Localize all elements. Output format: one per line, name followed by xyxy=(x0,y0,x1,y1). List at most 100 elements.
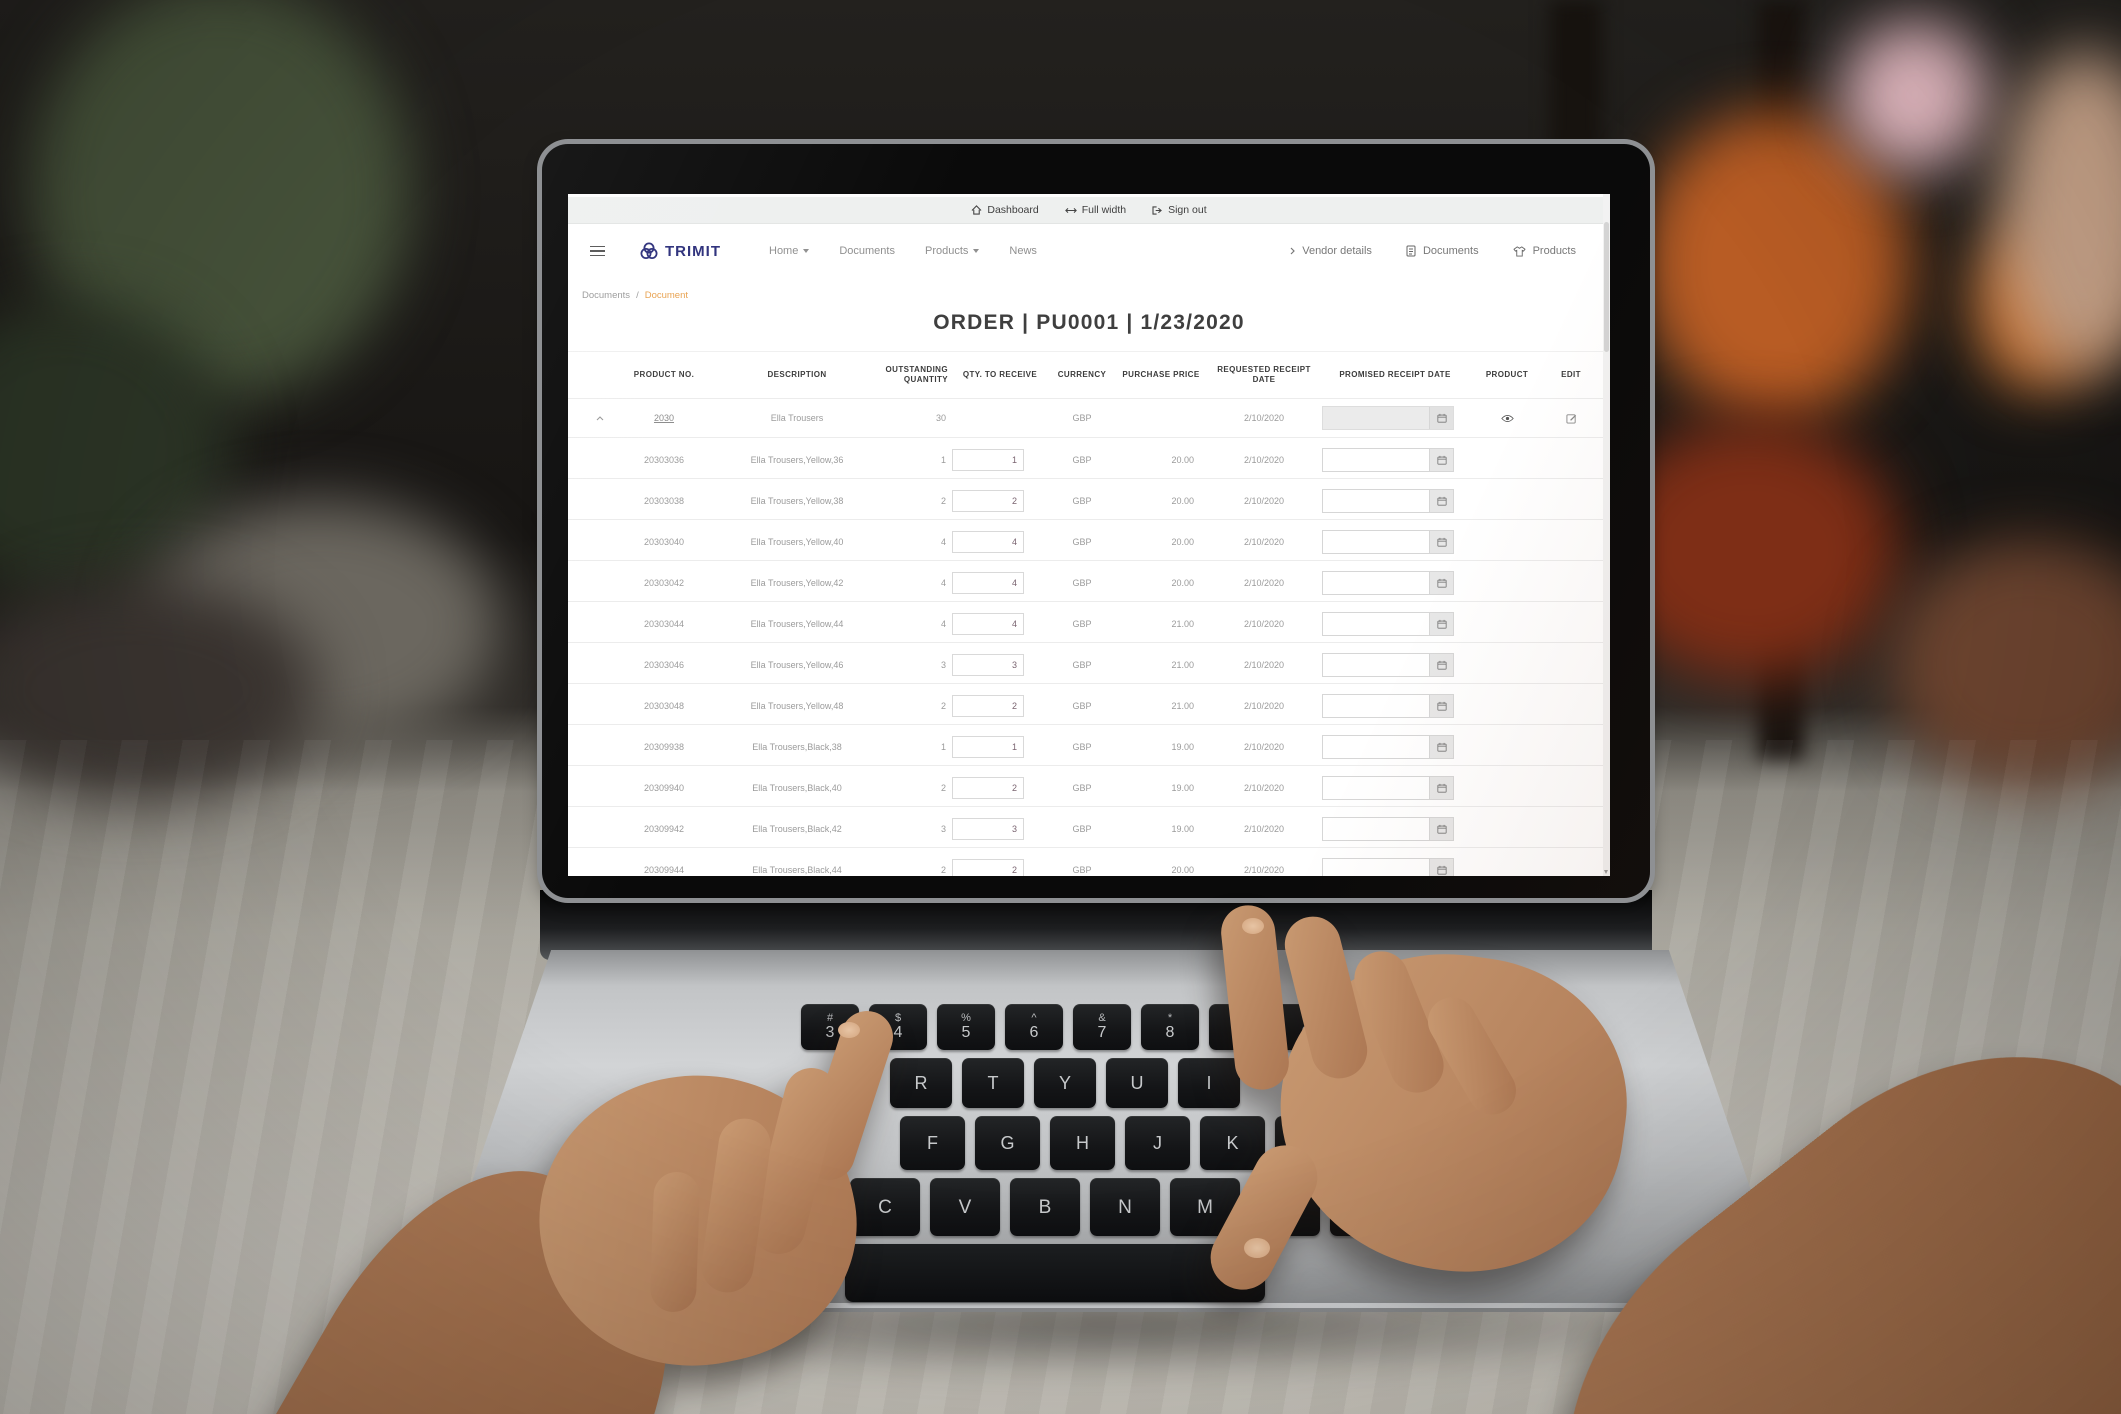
purchase-price-cell: 20.00 xyxy=(1171,865,1194,875)
outstanding-quantity-cell: 2 xyxy=(940,783,946,793)
qty-to-receive-input[interactable] xyxy=(952,818,1024,840)
calendar-icon xyxy=(1436,742,1447,752)
vendor-details-link[interactable]: Vendor details xyxy=(1290,245,1372,257)
documents-link[interactable]: Documents xyxy=(1406,245,1479,257)
promised-receipt-date-input[interactable] xyxy=(1322,858,1454,876)
column-header-promised-receipt-date: PROMISED RECEIPT DATE xyxy=(1339,370,1451,379)
calendar-button[interactable] xyxy=(1429,777,1453,799)
hamburger-menu-icon[interactable] xyxy=(590,245,605,257)
dashboard-button[interactable]: Dashboard xyxy=(971,204,1039,216)
purchase-price-cell: 20.00 xyxy=(1171,496,1194,506)
calendar-button[interactable] xyxy=(1429,736,1453,758)
sign-out-button[interactable]: Sign out xyxy=(1152,204,1207,216)
calendar-button[interactable] xyxy=(1429,572,1453,594)
calendar-button[interactable] xyxy=(1429,407,1453,429)
table-row: 20303036 Ella Trousers,Yellow,36 1 GBP 2… xyxy=(568,442,1610,479)
scrollbar[interactable] xyxy=(1603,194,1610,876)
calendar-button[interactable] xyxy=(1429,654,1453,676)
requested-receipt-date-cell: 2/10/2020 xyxy=(1243,865,1285,875)
brand-logo[interactable]: TRIMIT xyxy=(639,241,721,261)
description-cell: Ella Trousers,Yellow,40 xyxy=(750,537,844,547)
requested-receipt-date-cell: 2/10/2020 xyxy=(1243,619,1285,629)
qty-to-receive-input[interactable] xyxy=(952,695,1024,717)
calendar-button[interactable] xyxy=(1429,859,1453,876)
keyboard-key: C xyxy=(850,1178,920,1236)
nav-item-products[interactable]: Products xyxy=(925,245,980,257)
qty-to-receive-input[interactable] xyxy=(952,736,1024,758)
outstanding-quantity-cell: 2 xyxy=(940,865,946,875)
description-cell: Ella Trousers,Black,44 xyxy=(752,865,842,875)
qty-to-receive-input[interactable] xyxy=(952,777,1024,799)
currency-cell: GBP xyxy=(1072,455,1092,465)
table-row: 20309940 Ella Trousers,Black,40 2 GBP 19… xyxy=(568,770,1610,807)
collapse-caret[interactable] xyxy=(582,399,618,437)
qty-to-receive-input[interactable] xyxy=(952,613,1024,635)
laptop-hinge xyxy=(540,890,1652,960)
calendar-icon xyxy=(1436,496,1447,506)
requested-receipt-date-cell: 2/10/2020 xyxy=(1243,783,1285,793)
qty-to-receive-input[interactable] xyxy=(952,490,1024,512)
description-cell: Ella Trousers,Yellow,48 xyxy=(750,701,844,711)
currency-cell: GBP xyxy=(1072,783,1092,793)
qty-to-receive-input[interactable] xyxy=(952,449,1024,471)
calendar-button[interactable] xyxy=(1429,695,1453,717)
page-top-strip xyxy=(568,194,1610,197)
calendar-icon xyxy=(1436,865,1447,875)
description-cell: Ella Trousers,Yellow,44 xyxy=(750,619,844,629)
calendar-button[interactable] xyxy=(1429,449,1453,471)
view-product-button[interactable] xyxy=(1468,399,1546,437)
product-no-link[interactable]: 2030 xyxy=(653,413,675,423)
edit-button[interactable] xyxy=(1546,399,1596,437)
outstanding-quantity-cell: 4 xyxy=(940,578,946,588)
keyboard-key: R xyxy=(890,1058,952,1108)
chevron-down-icon xyxy=(973,249,980,253)
bokeh-orange xyxy=(1640,110,1910,420)
table-row: 20303038 Ella Trousers,Yellow,38 2 GBP 2… xyxy=(568,483,1610,520)
qty-to-receive-input[interactable] xyxy=(952,654,1024,676)
description-cell: Ella Trousers,Yellow,46 xyxy=(750,660,844,670)
calendar-button[interactable] xyxy=(1429,531,1453,553)
description-cell: Ella Trousers,Yellow,38 xyxy=(750,496,844,506)
calendar-button[interactable] xyxy=(1429,613,1453,635)
purchase-price-cell: 19.00 xyxy=(1171,824,1194,834)
currency-cell: GBP xyxy=(1072,578,1092,588)
calendar-icon xyxy=(1436,783,1447,793)
breadcrumb-documents[interactable]: Documents xyxy=(582,290,631,301)
outstanding-quantity-cell: 3 xyxy=(940,660,946,670)
nav-item-news[interactable]: News xyxy=(1009,245,1037,257)
product-no-cell: 20303038 xyxy=(643,496,685,506)
table-row: 20309938 Ella Trousers,Black,38 1 GBP 19… xyxy=(568,729,1610,766)
calendar-button[interactable] xyxy=(1429,818,1453,840)
scrollbar-thumb[interactable] xyxy=(1604,222,1609,352)
calendar-icon xyxy=(1436,413,1447,423)
full-width-button[interactable]: Full width xyxy=(1064,204,1126,216)
table-row: 20303040 Ella Trousers,Yellow,40 4 GBP 2… xyxy=(568,524,1610,561)
products-link[interactable]: Products xyxy=(1512,245,1576,257)
product-no-cell: 20309938 xyxy=(643,742,685,752)
chevron-right-icon xyxy=(1290,247,1296,255)
qty-to-receive-input[interactable] xyxy=(952,572,1024,594)
nav-item-home[interactable]: Home xyxy=(769,245,810,257)
keyboard-key: % 5 xyxy=(937,1004,995,1050)
product-no-cell: 20309940 xyxy=(643,783,685,793)
nav-item-documents[interactable]: Documents xyxy=(839,245,895,257)
keyboard-key: U xyxy=(1106,1058,1168,1108)
requested-receipt-date-cell: 2/10/2020 xyxy=(1243,578,1285,588)
document-icon xyxy=(1406,245,1416,257)
description-cell: Ella Trousers,Black,40 xyxy=(752,783,842,793)
qty-to-receive-input[interactable] xyxy=(952,859,1024,876)
outstanding-quantity-cell: 2 xyxy=(940,701,946,711)
breadcrumb: Documents / Document xyxy=(568,278,1610,301)
purchase-price-cell: 21.00 xyxy=(1171,619,1194,629)
outstanding-quantity-cell: 4 xyxy=(940,619,946,629)
currency-cell: GBP xyxy=(1072,537,1092,547)
qty-to-receive-input[interactable] xyxy=(952,531,1024,553)
calendar-button[interactable] xyxy=(1429,490,1453,512)
keyboard-row-xcvbnm: X C V B N M < > xyxy=(770,1178,1410,1236)
keyboard-key: > xyxy=(1330,1178,1400,1236)
main-nav: TRIMIT Home Documents Products News Vend… xyxy=(568,224,1610,278)
sofa-blur xyxy=(0,580,320,800)
column-header-purchase-price: PURCHASE PRICE xyxy=(1122,370,1200,379)
eye-icon xyxy=(1500,414,1514,422)
